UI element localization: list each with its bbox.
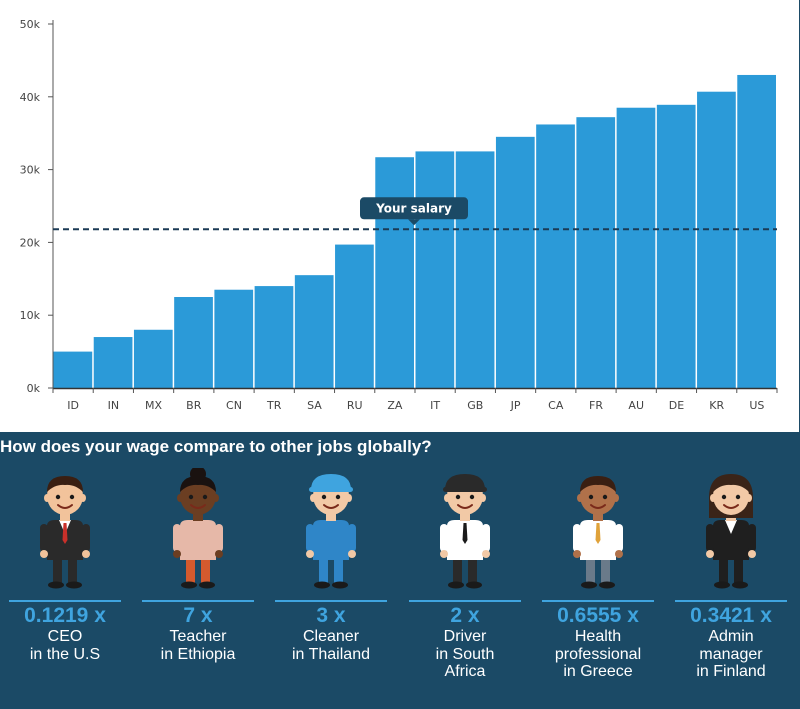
x-tick-label: US — [749, 399, 764, 412]
y-tick-label: 0k — [27, 382, 41, 395]
bar-tr — [254, 286, 294, 388]
bar-za — [375, 157, 414, 388]
job-card: 2 x Driver in South Africa — [409, 468, 521, 681]
job-description-line: in South — [435, 645, 495, 663]
x-tick-label: AU — [628, 399, 644, 412]
your-salary-callout — [360, 197, 468, 220]
x-tick-label: MX — [145, 399, 162, 412]
job-comparison-panel: How does your wage compare to other jobs… — [0, 432, 800, 709]
y-tick-label: 10k — [20, 309, 41, 322]
bar-br — [174, 297, 213, 388]
job-description-line: Driver — [443, 628, 487, 645]
wage-ratio: 0.1219 x — [24, 604, 106, 627]
wage-ratio: 0.3421 x — [690, 604, 772, 627]
x-tick-label: ID — [67, 399, 79, 412]
salary-chart: 0k 10k 20k 30k 40k 50k ID IN MX BR CN TR SA RU ZA IT GB J… — [19, 0, 800, 432]
x-tick-label: DE — [669, 399, 684, 412]
job-description-line: Health — [574, 628, 622, 645]
job-card: 7 x Teacher in Ethiopia — [142, 468, 254, 663]
bar-it — [415, 151, 455, 388]
job-description-line: Cleaner — [302, 628, 360, 645]
x-tick-label: IT — [430, 399, 440, 412]
job-description-line: CEO — [47, 628, 83, 645]
bar-de — [656, 104, 696, 389]
health-professional-avatar — [573, 476, 623, 589]
bar-cn — [214, 289, 254, 388]
wage-ratio: 2 x — [450, 604, 480, 627]
wage-ratio: 3 x — [316, 604, 346, 627]
y-tick-label: 20k — [20, 236, 41, 249]
job-description-line: in Thailand — [292, 645, 370, 663]
x-tick-label: GB — [467, 399, 483, 412]
job-description: Cleaner in Thailand — [275, 628, 387, 663]
x-tick-label: SA — [307, 399, 322, 412]
wage-ratio: 7 x — [183, 604, 213, 627]
bar-us — [737, 74, 776, 389]
x-tick-label: RU — [347, 399, 363, 412]
job-divider — [142, 600, 254, 602]
job-description-line: in Ethiopia — [160, 645, 236, 663]
bar-id — [53, 351, 93, 388]
admin-manager-avatar — [706, 474, 756, 589]
x-tick-label: TR — [266, 399, 282, 412]
ceo-avatar — [40, 476, 90, 589]
bar-fr — [576, 117, 616, 389]
your-salary-label: Your salary — [375, 201, 452, 215]
job-card: 0.1219 x CEO in the U.S — [9, 468, 121, 663]
bar-gb — [455, 151, 495, 388]
job-description-line: in the U.S — [29, 645, 101, 663]
job-divider — [542, 600, 654, 602]
bar-mx — [133, 329, 173, 388]
bar-sa — [294, 275, 334, 388]
job-description: Teacher in Ethiopia — [142, 628, 254, 663]
job-divider — [675, 600, 787, 602]
cleaner-avatar — [306, 474, 356, 589]
your-salary-callout-pointer — [408, 219, 420, 226]
y-tick-label: 30k — [20, 164, 41, 177]
job-description: Health professional in Greece — [542, 628, 654, 681]
x-tick-label: ZA — [387, 399, 403, 412]
y-tick-label: 50k — [20, 18, 41, 31]
job-description-line: in Finland — [696, 663, 766, 680]
comparison-title: How does your wage compare to other jobs… — [0, 437, 432, 456]
job-description-line: Admin — [708, 628, 754, 645]
bar-in — [93, 337, 133, 388]
job-description: Admin manager in Finland — [675, 628, 787, 681]
bar-au — [616, 107, 656, 388]
driver-avatar — [440, 474, 490, 589]
x-tick-label: FR — [589, 399, 603, 412]
job-description-line: manager — [699, 645, 763, 663]
x-tick-label: KR — [709, 399, 724, 412]
salary-bar-chart-svg: 0k 10k 20k 30k 40k 50k ID IN MX BR CN TR SA RU ZA IT GB J… — [20, 18, 778, 412]
wage-ratio: 0.6555 x — [557, 604, 639, 627]
x-tick-label: BR — [186, 399, 202, 412]
bar-ca — [536, 124, 575, 389]
x-tick-label: JP — [510, 399, 521, 412]
job-description-line: in Greece — [563, 663, 633, 680]
job-description-line: Teacher — [169, 628, 227, 645]
job-card: 0.3421 x Admin manager in Finland — [675, 468, 787, 681]
job-card: 3 x Cleaner in Thailand — [275, 468, 387, 663]
bar-jp — [495, 136, 535, 388]
y-tick-label: 40k — [20, 91, 41, 104]
job-description-line: professional — [554, 645, 642, 663]
x-tick-label: CN — [226, 399, 242, 412]
job-card: 0.6555 x Health professional in Greece — [542, 468, 654, 681]
job-description: Driver in South Africa — [409, 628, 521, 681]
job-divider — [9, 600, 121, 602]
teacher-avatar — [173, 468, 223, 589]
bar-ru — [335, 244, 374, 388]
job-description: CEO in the U.S — [9, 628, 121, 663]
x-tick-label: CA — [548, 399, 564, 412]
job-divider — [275, 600, 387, 602]
job-description-line: Africa — [444, 663, 486, 680]
job-divider — [409, 600, 521, 602]
bar-kr — [697, 91, 736, 388]
x-tick-label: IN — [108, 399, 119, 412]
